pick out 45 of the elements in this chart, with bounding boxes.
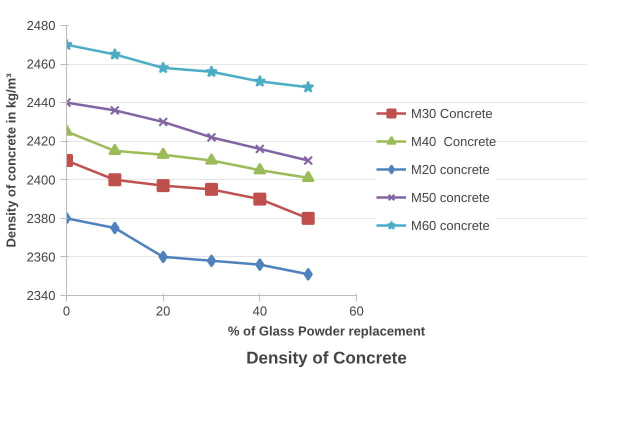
point xyxy=(206,132,216,142)
point xyxy=(255,258,264,272)
point xyxy=(253,162,266,174)
y-tick-label: 2480 xyxy=(26,18,56,33)
y-axis-title: Density of concrete in kg/m³ xyxy=(4,72,19,248)
point xyxy=(108,48,122,60)
x-tick-label: 60 xyxy=(349,304,364,318)
point xyxy=(302,170,315,182)
legend-label: M30 Concrete xyxy=(411,106,493,120)
point xyxy=(205,153,218,165)
point xyxy=(206,254,216,268)
point xyxy=(303,156,314,166)
point xyxy=(110,105,120,116)
legend-label: M20 concrete xyxy=(411,162,490,176)
point xyxy=(254,144,265,154)
x-axis-title: % of Glass Powder replacement xyxy=(228,324,426,338)
point xyxy=(158,117,168,127)
legend-label: M50 concrete xyxy=(411,190,490,204)
x-tick-label: 20 xyxy=(156,304,170,318)
legend-label: M60 concrete xyxy=(411,218,490,232)
point xyxy=(110,222,120,234)
point xyxy=(158,250,168,264)
point xyxy=(156,61,170,74)
y-tick-label: 2380 xyxy=(26,210,56,226)
point xyxy=(205,182,218,196)
point xyxy=(156,179,170,192)
y-tick-label: 2360 xyxy=(26,249,56,264)
point xyxy=(304,268,313,281)
y-tick-label: 2420 xyxy=(26,134,56,149)
point xyxy=(156,147,170,159)
legend-label: M40 Concrete xyxy=(411,134,496,148)
y-tick-label: 2460 xyxy=(26,56,56,72)
point xyxy=(254,74,266,87)
y-tick-label: 2400 xyxy=(26,172,56,188)
x-tick-label: 40 xyxy=(252,304,268,318)
point xyxy=(205,65,218,78)
y-tick-label: 2340 xyxy=(26,288,56,303)
point xyxy=(302,212,315,225)
text: Density of Concrete xyxy=(246,348,407,368)
x-tick-label: 0 xyxy=(62,304,70,318)
point xyxy=(108,144,122,156)
point xyxy=(108,173,122,186)
y-tick-label: 2440 xyxy=(26,95,56,110)
point xyxy=(302,80,314,93)
point xyxy=(253,192,266,206)
